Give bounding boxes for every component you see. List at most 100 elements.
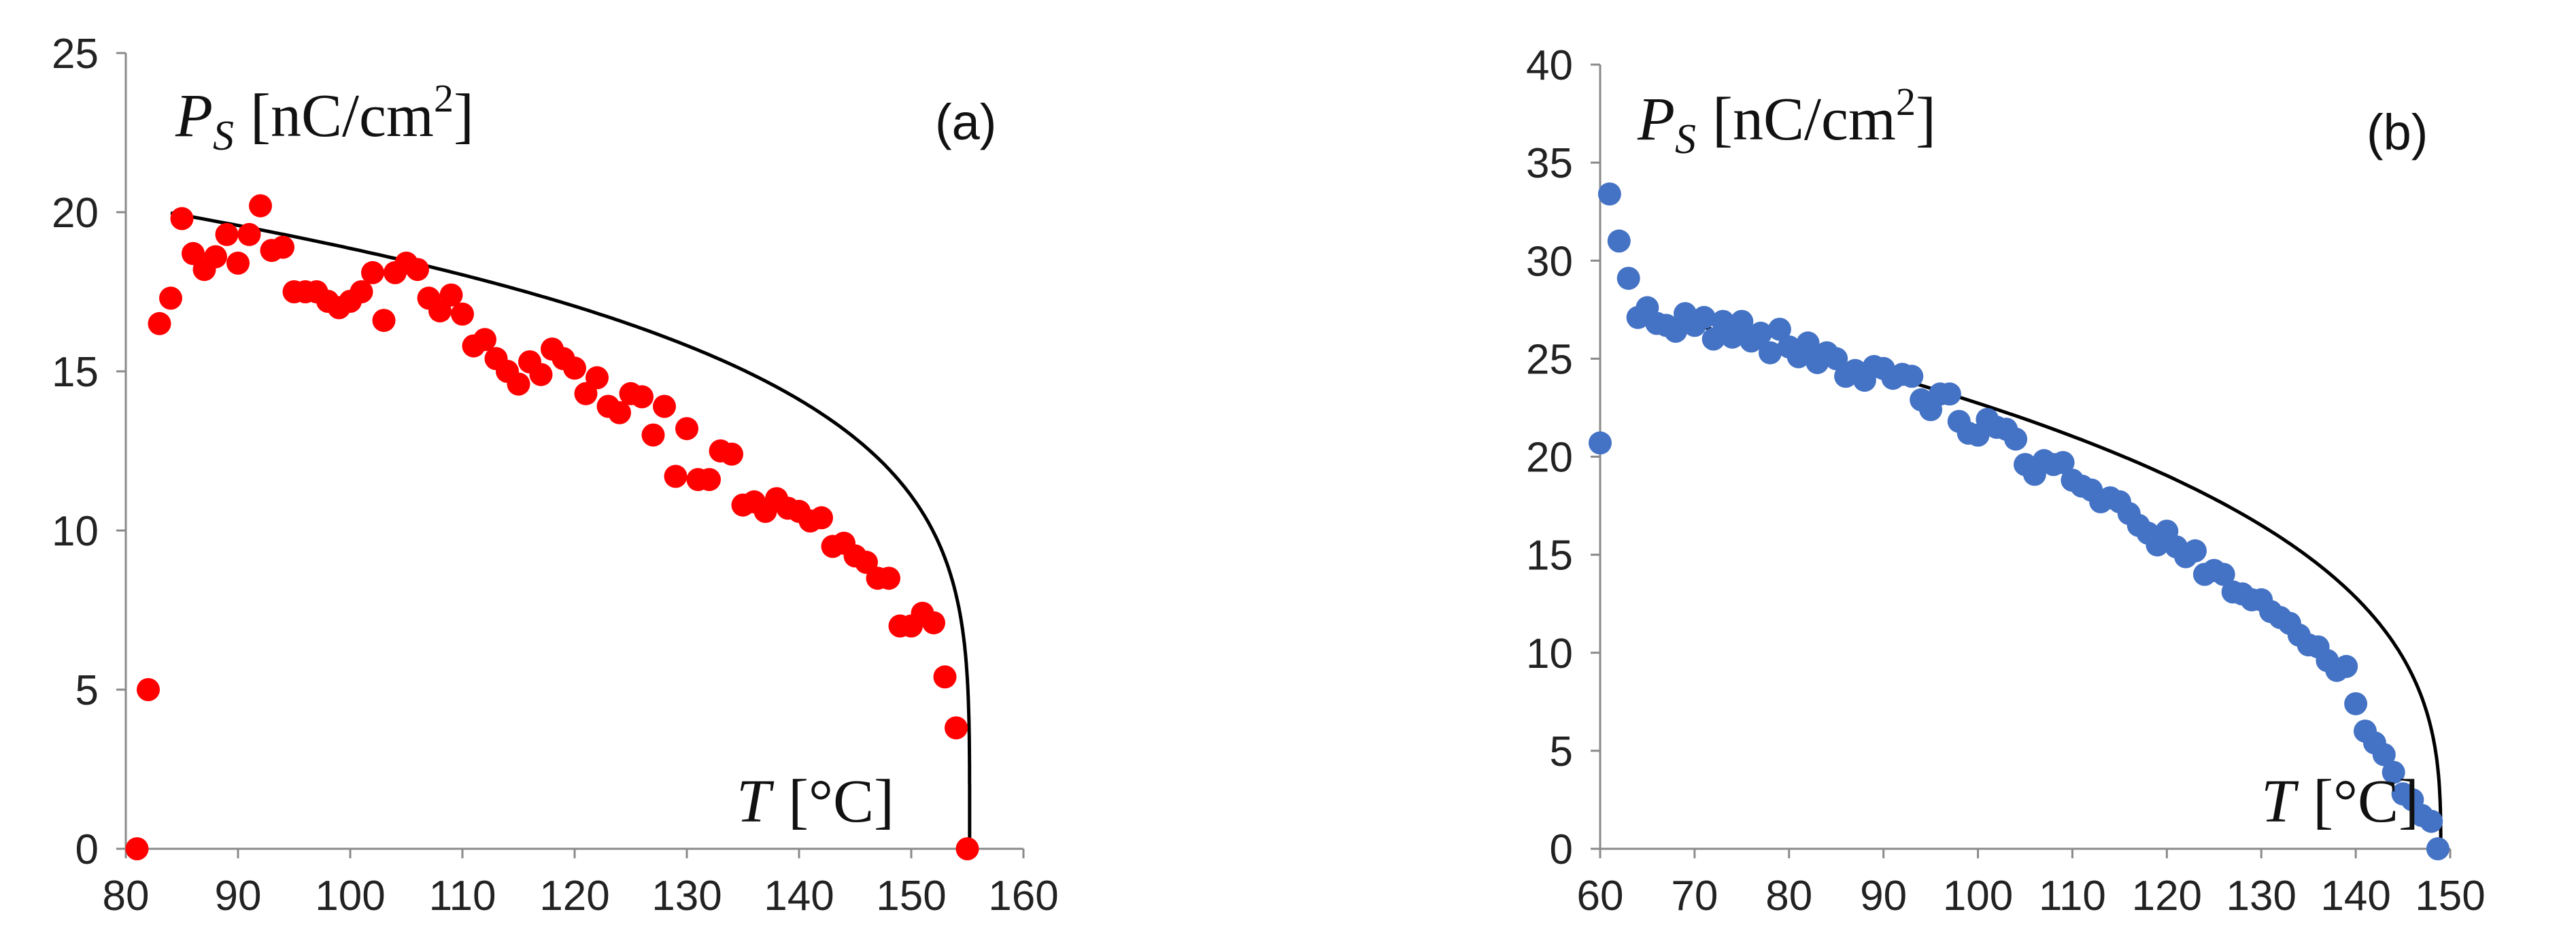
chart-panel-b: 60 70 80 90 100 110 120 130 140 150 0 5 10 15 20 25 30 35… xyxy=(1526,42,2486,920)
data-point xyxy=(955,837,979,860)
y-axis-subscript: S xyxy=(213,113,234,159)
data-points-layer xyxy=(125,194,979,860)
y-tick-label: 10 xyxy=(52,508,99,555)
x-tick-label: 90 xyxy=(215,873,262,920)
x-tick-label: 130 xyxy=(651,873,722,920)
fit-curve-layer xyxy=(1638,310,2443,849)
data-point xyxy=(1937,382,1961,406)
x-axis-symbol: T xyxy=(2261,768,2299,835)
data-point xyxy=(2004,427,2028,451)
tick-layer: 60 70 80 90 100 110 120 130 140 150 0 5 10 15 20 25 30 35… xyxy=(1526,42,2486,920)
chart-panel-a: 80 90 100 110 120 130 140 150 160 0 5 10 15 20 25 PS [n… xyxy=(52,31,1059,920)
data-point xyxy=(529,363,553,386)
x-axis-unit: [°C] xyxy=(788,768,894,835)
y-tick-label: 0 xyxy=(1550,826,1573,873)
data-point xyxy=(1692,305,1716,329)
data-points-layer xyxy=(1589,182,2450,860)
data-point xyxy=(675,417,698,441)
x-tick-label: 80 xyxy=(1765,873,1812,920)
y-axis-subscript: S xyxy=(1675,116,1696,163)
y-axis-symbol: P xyxy=(1637,86,1675,153)
data-point xyxy=(698,468,721,492)
data-point xyxy=(439,283,463,307)
y-tick-label: 40 xyxy=(1526,42,1573,89)
x-tick-label: 120 xyxy=(2132,873,2202,920)
y-axis-unit: [nC/cm xyxy=(250,82,434,150)
y-axis-symbol: P xyxy=(175,82,213,150)
data-point xyxy=(451,302,474,326)
y-axis-label: PS [nC/cm2] xyxy=(1637,80,1936,163)
x-tick-label: 100 xyxy=(315,873,385,920)
data-point xyxy=(2184,539,2207,562)
x-axis-label: T [°C] xyxy=(736,768,894,835)
data-point xyxy=(810,506,833,530)
data-point xyxy=(1730,309,1754,333)
data-point xyxy=(1589,431,1612,455)
data-point xyxy=(922,611,945,635)
data-point xyxy=(653,394,676,418)
x-tick-label: 110 xyxy=(429,873,496,920)
x-tick-label: 120 xyxy=(539,873,609,920)
y-tick-label: 0 xyxy=(75,826,99,873)
data-point xyxy=(237,222,261,246)
data-point xyxy=(2335,654,2358,678)
data-point xyxy=(2372,743,2396,766)
data-point xyxy=(2426,837,2450,860)
y-tick-label: 20 xyxy=(1526,435,1573,482)
tick-layer: 80 90 100 110 120 130 140 150 160 0 5 10 15 20 25 xyxy=(52,31,1059,920)
fit-curve xyxy=(1638,310,2443,849)
data-point xyxy=(215,222,239,246)
x-axis-unit: [°C] xyxy=(2313,768,2419,835)
data-point xyxy=(249,194,272,218)
data-point xyxy=(226,251,250,275)
data-point xyxy=(608,401,631,424)
y-tick-label: 25 xyxy=(52,31,99,78)
data-point xyxy=(630,385,654,409)
x-tick-label: 150 xyxy=(876,873,946,920)
x-tick-label: 160 xyxy=(988,873,1058,920)
y-axis-unit-close: ] xyxy=(1916,86,1936,153)
data-point xyxy=(507,372,530,396)
x-tick-label: 140 xyxy=(764,873,834,920)
data-point xyxy=(1749,321,1773,345)
data-point xyxy=(1825,347,1848,371)
data-point xyxy=(2051,451,2075,475)
y-tick-label: 25 xyxy=(1526,336,1573,383)
y-tick-label: 15 xyxy=(52,349,99,396)
data-point xyxy=(1796,331,1820,355)
data-point xyxy=(1597,182,1621,206)
panel-label: (b) xyxy=(2367,104,2428,161)
y-axis-unit-close: ] xyxy=(454,82,474,150)
x-tick-label: 150 xyxy=(2415,873,2485,920)
data-point xyxy=(1607,229,1631,253)
x-tick-label: 70 xyxy=(1671,873,1718,920)
data-point xyxy=(945,716,968,740)
data-point xyxy=(641,423,665,447)
data-point xyxy=(1616,267,1640,290)
x-tick-label: 80 xyxy=(103,873,150,920)
x-tick-label: 100 xyxy=(1943,873,2013,920)
x-tick-label: 140 xyxy=(2320,873,2390,920)
x-tick-label: 130 xyxy=(2226,873,2296,920)
y-tick-label: 20 xyxy=(52,190,99,237)
x-axis-symbol: T xyxy=(736,768,775,835)
y-tick-label: 5 xyxy=(75,667,99,714)
x-tick-label: 60 xyxy=(1577,873,1624,920)
y-axis-label: PS [nC/cm2] xyxy=(175,76,474,159)
data-point xyxy=(137,678,160,701)
fit-curve xyxy=(170,211,972,849)
y-axis-unit-sup: 2 xyxy=(1896,80,1916,124)
data-point xyxy=(170,207,194,231)
data-point xyxy=(1900,365,1924,388)
data-point xyxy=(933,665,957,689)
data-point xyxy=(125,837,149,860)
x-tick-label: 90 xyxy=(1860,873,1907,920)
data-point xyxy=(563,356,586,380)
y-tick-label: 10 xyxy=(1526,630,1573,677)
data-point xyxy=(664,465,688,488)
data-point xyxy=(877,567,900,590)
data-point xyxy=(586,366,609,390)
data-point xyxy=(1767,318,1791,341)
data-point xyxy=(350,280,373,303)
data-point xyxy=(720,442,743,466)
